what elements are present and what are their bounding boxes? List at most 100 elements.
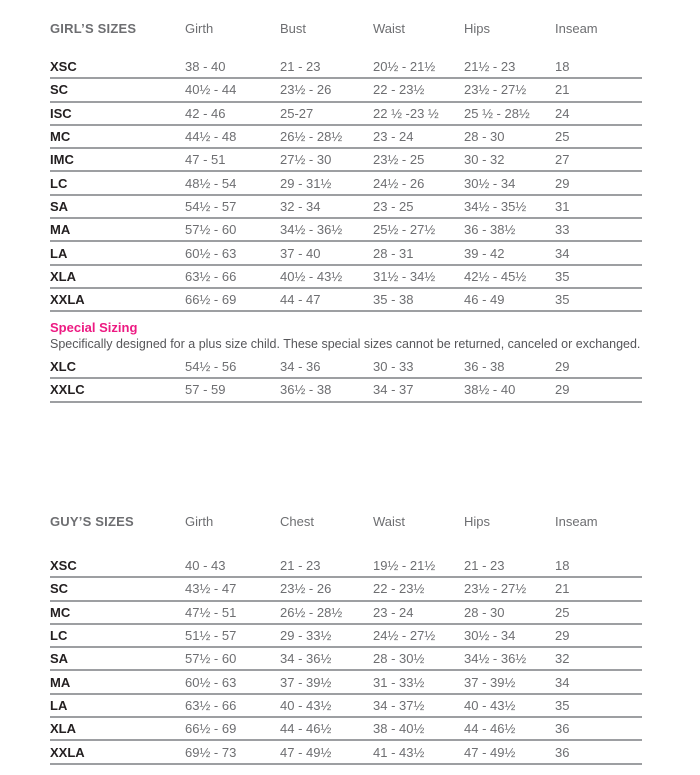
value-cell: 57 - 59 <box>185 382 226 398</box>
value-cell: 35 <box>555 292 570 308</box>
table-row: LC 51½ - 57 29 - 33½ 24½ - 27½ 30½ - 34 29 <box>50 625 642 649</box>
column-header-girth: Girth <box>185 21 214 36</box>
value-cell: 34 <box>555 674 570 690</box>
table-row: XLA 66½ - 69 44 - 46½ 38 - 40½ 44 - 46½ 36 <box>50 718 642 742</box>
value-cell: 43½ - 47 <box>185 581 237 597</box>
value-cell: 34 - 36 <box>280 359 321 375</box>
value-cell: 23 - 24 <box>373 604 414 620</box>
table-row: SC 43½ - 47 23½ - 26 22 - 23½ 23½ - 27½ 21 <box>50 578 642 602</box>
table-row: XXLA 66½ - 69 44 - 47 35 - 38 46 - 49 35 <box>50 289 642 313</box>
size-cell: XSC <box>50 59 77 75</box>
guys-table-header: GUY’S SIZES Girth Chest Waist Hips Insea… <box>50 514 642 531</box>
value-cell: 32 <box>555 651 570 667</box>
value-cell: 34½ - 36½ <box>280 222 343 238</box>
value-cell: 29 <box>555 628 570 644</box>
value-cell: 40½ - 44 <box>185 82 237 98</box>
value-cell: 21 <box>555 581 570 597</box>
value-cell: 30½ - 34 <box>464 175 516 191</box>
size-cell: XLC <box>50 359 76 375</box>
value-cell: 27 <box>555 152 570 168</box>
value-cell: 66½ - 69 <box>185 721 237 737</box>
value-cell: 66½ - 69 <box>185 292 237 308</box>
column-header-chest: Chest <box>280 514 314 529</box>
column-header-bust: Bust <box>280 21 307 36</box>
size-cell: XLA <box>50 268 76 284</box>
value-cell: 35 <box>555 268 570 284</box>
value-cell: 22 - 23½ <box>373 581 425 597</box>
value-cell: 30½ - 34 <box>464 628 516 644</box>
special-sizing-title: Special Sizing <box>50 320 138 335</box>
value-cell: 28 - 31 <box>373 245 414 261</box>
value-cell: 38 - 40½ <box>373 721 425 737</box>
value-cell: 51½ - 57 <box>185 628 237 644</box>
value-cell: 36½ - 38 <box>280 382 332 398</box>
table-row: IMC 47 - 51 27½ - 30 23½ - 25 30 - 32 27 <box>50 149 642 173</box>
value-cell: 29 <box>555 382 570 398</box>
value-cell: 29 - 31½ <box>280 175 332 191</box>
column-header-girth: Girth <box>185 514 214 529</box>
value-cell: 30 - 33 <box>373 359 414 375</box>
value-cell: 44 - 46½ <box>280 721 332 737</box>
value-cell: 34 - 37 <box>373 382 414 398</box>
column-header-waist: Waist <box>373 514 406 529</box>
value-cell: 69½ - 73 <box>185 744 237 760</box>
value-cell: 25 <box>555 129 570 145</box>
value-cell: 23½ - 25 <box>373 152 425 168</box>
size-cell: LA <box>50 697 68 713</box>
size-cell: SA <box>50 651 69 667</box>
value-cell: 21 - 23 <box>464 558 505 574</box>
value-cell: 47 - 49½ <box>464 744 516 760</box>
value-cell: 37 - 39½ <box>280 674 332 690</box>
value-cell: 48½ - 54 <box>185 175 237 191</box>
value-cell: 23½ - 27½ <box>464 581 527 597</box>
value-cell: 34½ - 36½ <box>464 651 527 667</box>
value-cell: 33 <box>555 222 570 238</box>
value-cell: 35 - 38 <box>373 292 414 308</box>
value-cell: 35 <box>555 697 570 713</box>
value-cell: 54½ - 56 <box>185 359 237 375</box>
value-cell: 34 - 37½ <box>373 697 425 713</box>
size-cell: XSC <box>50 558 77 574</box>
special-sizing-section: Special Sizing Specifically designed for… <box>50 320 642 403</box>
table-row: LA 60½ - 63 37 - 40 28 - 31 39 - 42 34 <box>50 242 642 266</box>
size-cell: XXLA <box>50 292 85 308</box>
guys-table-title: GUY’S SIZES <box>50 514 134 529</box>
table-row: XSC 40 - 43 21 - 23 19½ - 21½ 21 - 23 18 <box>50 555 642 579</box>
value-cell: 42 - 46 <box>185 105 226 121</box>
size-cell: SC <box>50 581 69 597</box>
value-cell: 44½ - 48 <box>185 129 237 145</box>
table-row: LA 63½ - 66 40 - 43½ 34 - 37½ 40 - 43½ 35 <box>50 695 642 719</box>
table-row: XLA 63½ - 66 40½ - 43½ 31½ - 34½ 42½ - 45½ 35 <box>50 266 642 289</box>
girls-table-title: GIRL’S SIZES <box>50 21 137 36</box>
size-cell: MC <box>50 604 71 620</box>
guys-sizes-table: GUY’S SIZES Girth Chest Waist Hips Insea… <box>50 514 642 765</box>
size-cell: ISC <box>50 105 72 121</box>
table-row: MA 60½ - 63 37 - 39½ 31 - 33½ 37 - 39½ 34 <box>50 671 642 695</box>
value-cell: 34½ - 35½ <box>464 198 527 214</box>
value-cell: 57½ - 60 <box>185 651 237 667</box>
size-cell: IMC <box>50 152 74 168</box>
value-cell: 34 <box>555 245 570 261</box>
value-cell: 37 - 39½ <box>464 674 516 690</box>
value-cell: 24½ - 27½ <box>373 628 436 644</box>
value-cell: 18 <box>555 59 570 75</box>
value-cell: 23½ - 26 <box>280 82 332 98</box>
size-cell: LA <box>50 245 68 261</box>
value-cell: 27½ - 30 <box>280 152 332 168</box>
value-cell: 37 - 40 <box>280 245 321 261</box>
value-cell: 23 - 25 <box>373 198 414 214</box>
size-cell: SC <box>50 82 69 98</box>
value-cell: 46 - 49 <box>464 292 505 308</box>
table-row: XXLC 57 - 59 36½ - 38 34 - 37 38½ - 40 29 <box>50 379 642 403</box>
value-cell: 32 - 34 <box>280 198 321 214</box>
value-cell: 63½ - 66 <box>185 697 237 713</box>
size-cell: MA <box>50 222 71 238</box>
value-cell: 54½ - 57 <box>185 198 237 214</box>
value-cell: 21 <box>555 82 570 98</box>
size-cell: LC <box>50 175 68 191</box>
value-cell: 40½ - 43½ <box>280 268 343 284</box>
value-cell: 38 - 40 <box>185 59 226 75</box>
value-cell: 30 - 32 <box>464 152 505 168</box>
column-header-hips: Hips <box>464 21 491 36</box>
value-cell: 24½ - 26 <box>373 175 425 191</box>
